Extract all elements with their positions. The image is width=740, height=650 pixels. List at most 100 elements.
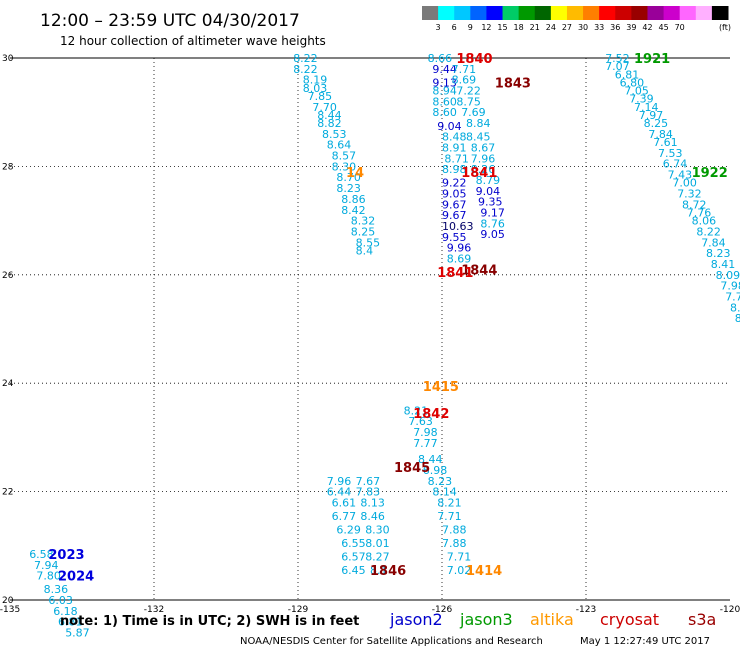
- colorbar-tick: 18: [514, 23, 524, 32]
- pass-time-label: 1842: [413, 407, 449, 422]
- wave-height-value: 8.91: [442, 141, 467, 154]
- colorbar-swatch: [711, 6, 729, 20]
- track-f: 7.677.838.138.468.308.018.278.1: [356, 475, 390, 577]
- wave-height-value: 8.45: [466, 131, 491, 144]
- wave-height-value: 6.74: [663, 158, 688, 171]
- pass-time-label: 14: [346, 166, 364, 181]
- wave-height-value: 8.75: [456, 95, 481, 108]
- pass-time-label: 1841: [437, 266, 473, 281]
- wave-height-value: 8.84: [466, 117, 491, 130]
- wave-height-value: 8.23: [428, 475, 453, 488]
- colorbar-legend: 3 6 9 12 15 18 21 24 27 30 33 36 39 42 45 70 (ft): [422, 6, 731, 32]
- wave-height-value: 8.1: [370, 564, 388, 577]
- track-d: 7.527.076.816.807.057.397.147.978.257.84…: [605, 52, 740, 336]
- wave-height-value: 6.03: [48, 594, 73, 607]
- pass-time-label: 2023: [48, 548, 84, 563]
- wave-height-value: 6.98: [423, 464, 448, 477]
- wave-height-value: 8.42: [341, 204, 366, 217]
- pass-time-label: 1845: [394, 461, 430, 476]
- colorbar-swatch: [518, 6, 536, 20]
- wave-height-value: 7.69: [461, 106, 486, 119]
- wave-height-value: 7.96: [327, 475, 352, 488]
- wave-height-value: 7.32: [677, 188, 702, 201]
- wave-height-value: 8.57: [332, 150, 357, 163]
- wave-height-value: 7.84: [648, 128, 673, 141]
- wave-height-value: 7.97: [639, 109, 664, 122]
- wave-height-value: 8.21: [437, 496, 462, 509]
- wave-height-value: 8.4: [356, 244, 374, 257]
- colorbar-tick: 12: [481, 23, 491, 32]
- wave-height-value: 8.86: [341, 193, 366, 206]
- wave-height-value: 8.25: [351, 225, 376, 238]
- wave-height-value: 8.48: [442, 131, 467, 144]
- track-a: 8.228.228.198.037.857.708.448.828.538.64…: [293, 52, 380, 257]
- wave-height-value: 8.09: [716, 269, 740, 282]
- wave-height-value: 9.05: [442, 188, 467, 201]
- wave-height-value: 8.71: [444, 152, 469, 165]
- wave-height-value: 6.61: [332, 496, 357, 509]
- colorbar-tick: 9: [468, 23, 473, 32]
- colorbar-tick: 45: [658, 23, 668, 32]
- wave-height-value: 8.67: [471, 141, 496, 154]
- wave-height-value: 8.70: [336, 171, 361, 184]
- wave-height-value: 8.26: [471, 163, 496, 176]
- wave-height-value: 7.79: [725, 290, 740, 303]
- wave-height-value: 8.23: [336, 182, 361, 195]
- wave-height-value: 8.76: [480, 217, 505, 230]
- colorbar-tick: 3: [436, 23, 441, 32]
- track-i: 8.44 7.777.987.638.21: [404, 404, 443, 466]
- pass-time-label: 1921: [634, 52, 670, 67]
- pass-time-labels: 1840184319211922184118441841141518421845…: [48, 52, 728, 585]
- wave-height-value: 8.14: [432, 486, 457, 499]
- wave-height-value: 6.29: [336, 524, 361, 537]
- wave-height-value: 8.55: [356, 236, 381, 249]
- wave-height-value: 7.63: [408, 415, 433, 428]
- wave-height-value: 8.66: [428, 52, 453, 65]
- colorbar-swatch: [454, 6, 471, 20]
- wave-height-value: 8.60: [432, 106, 457, 119]
- colorbar-tick: 6: [452, 23, 457, 32]
- wave-height-value: 9.04: [476, 185, 501, 198]
- wave-height-value: 8.44: [418, 453, 443, 466]
- wave-height-value: 8.22: [293, 52, 318, 65]
- colorbar-tick: 24: [546, 23, 556, 32]
- wave-height-value: 8.69: [452, 74, 477, 87]
- lat-tick-label: 24: [2, 379, 14, 389]
- pass-time-label: 1414: [466, 564, 502, 579]
- wave-height-value: 8.14: [730, 301, 740, 314]
- footer-note: note: 1) Time is in UTC; 2) SWH is in fe…: [60, 614, 359, 629]
- wave-height-tracks: 8.228.228.198.037.857.708.448.828.538.64…: [29, 52, 740, 640]
- colorbar-swatch: [486, 6, 504, 20]
- wave-height-value: 8.30: [332, 160, 357, 173]
- wave-height-value: 7.71: [452, 63, 477, 76]
- colorbar-unit: (ft): [719, 23, 731, 32]
- wave-height-value: 8.64: [327, 139, 352, 152]
- colorbar-swatch: [422, 6, 439, 20]
- track-e: 7.966.446.616.776.296.556.576.45: [327, 475, 366, 577]
- wave-height-value: 8.13: [360, 496, 385, 509]
- wave-height-value: 7.61: [653, 136, 678, 149]
- footer-credit: NOAA/NESDIS Center for Satellite Applica…: [240, 636, 543, 647]
- colorbar-tick: 21: [530, 23, 540, 32]
- colorbar-swatch: [615, 6, 632, 20]
- pass-time-label: 1922: [692, 166, 728, 181]
- wave-height-value: 8.32: [351, 215, 376, 228]
- wave-height-value: 7.76: [687, 206, 712, 219]
- wave-height-value: 7.80: [36, 570, 61, 583]
- wave-height-value: 7.52: [605, 52, 630, 65]
- wave-height-value: 6.55: [341, 537, 366, 550]
- lat-tick-label: 20: [2, 596, 14, 606]
- wave-height-value: 6.58: [29, 548, 54, 561]
- wave-height-value: 8.98: [442, 163, 467, 176]
- satellite-legend: jason2 jason3 altika cryosat s3a: [389, 610, 716, 629]
- colorbar-tick: 27: [562, 23, 572, 32]
- legend-s3a: s3a: [688, 610, 716, 629]
- colorbar-tick: 42: [642, 23, 652, 32]
- legend-altika: altika: [530, 610, 574, 629]
- wave-height-value: 7.71: [437, 510, 462, 523]
- colorbar-tick: 36: [610, 23, 620, 32]
- colorbar-swatch: [502, 6, 520, 20]
- track-b: 8.669.449.138.948.608.609.048.488.918.71…: [428, 52, 474, 266]
- wave-height-value: 6.81: [58, 616, 83, 629]
